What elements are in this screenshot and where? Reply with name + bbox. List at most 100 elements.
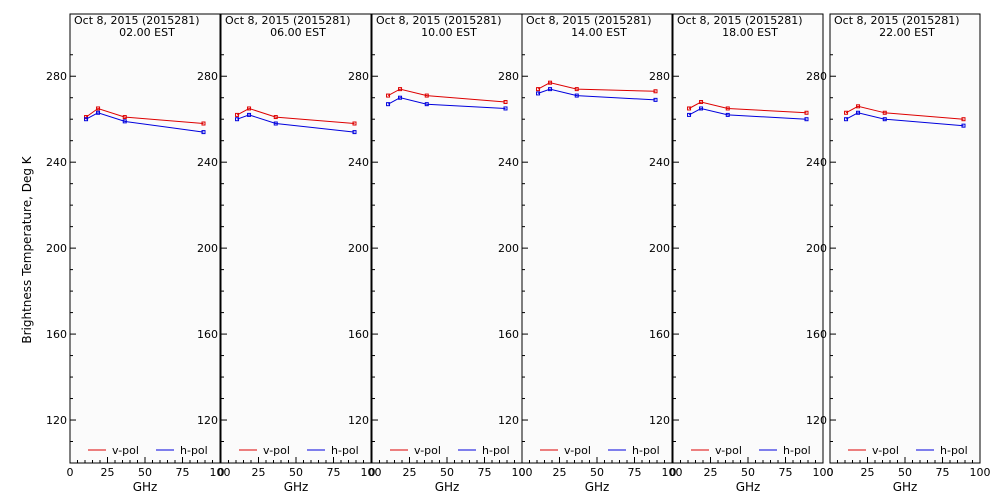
x-tick-label: 100 <box>361 466 382 479</box>
data-point-v-pol <box>235 112 240 117</box>
data-point-v-pol <box>687 106 692 111</box>
data-point-h-pol <box>247 112 252 117</box>
panel-3: Oct 8, 2015 (2015281)10.00 EST 120 160 200 2… <box>348 13 533 494</box>
data-point-v-pol <box>398 87 403 92</box>
data-point-h-pol <box>503 106 508 111</box>
data-point-h-pol <box>804 117 809 122</box>
x-tick-label: 0 <box>218 466 225 479</box>
x-tick-label: 75 <box>628 466 642 479</box>
data-point-h-pol <box>201 130 206 135</box>
data-point-v-pol <box>844 110 849 115</box>
panel-title-time: 02.00 EST <box>119 26 175 39</box>
x-tick-label: 50 <box>898 466 912 479</box>
x-tick-label: 0 <box>670 466 677 479</box>
x-tick-label: 0 <box>369 466 376 479</box>
legend-label: h-pol <box>632 444 660 457</box>
data-point-h-pol <box>574 93 579 98</box>
x-tick-label: 25 <box>704 466 718 479</box>
data-point-v-pol <box>804 110 809 115</box>
y-tick-label: 200 <box>498 242 519 255</box>
y-tick-label: 120 <box>197 414 218 427</box>
y-tick-label: 200 <box>806 242 827 255</box>
legend-label: h-pol <box>331 444 359 457</box>
y-tick-label: 160 <box>348 328 369 341</box>
series-line-h-pol <box>236 114 355 133</box>
panel-2: Oct 8, 2015 (2015281)06.00 EST 120 160 200 2… <box>197 13 382 494</box>
legend-label: v-pol <box>715 444 742 457</box>
data-point-h-pol <box>424 102 429 107</box>
data-point-h-pol <box>548 87 553 92</box>
series-line-v-pol <box>236 107 355 124</box>
x-tick-label: 25 <box>553 466 567 479</box>
legend-label: h-pol <box>783 444 811 457</box>
data-point-h-pol <box>536 91 541 96</box>
y-tick-label: 120 <box>649 414 670 427</box>
y-tick-label: 200 <box>46 242 67 255</box>
y-tick-label: 200 <box>348 242 369 255</box>
y-tick-label: 280 <box>649 70 670 83</box>
series-line-v-pol <box>85 107 204 124</box>
x-tick-label: 100 <box>970 466 991 479</box>
y-tick-label: 120 <box>46 414 67 427</box>
data-point-v-pol <box>273 115 278 120</box>
panel-title-time: 10.00 EST <box>421 26 477 39</box>
data-point-v-pol <box>699 100 704 105</box>
x-tick-label: 100 <box>813 466 834 479</box>
y-axis-label: Brightness Temperature, Deg K <box>20 155 34 343</box>
y-tick-label: 240 <box>197 156 218 169</box>
data-point-v-pol <box>352 121 357 126</box>
data-point-h-pol <box>386 102 391 107</box>
legend-label: h-pol <box>482 444 510 457</box>
x-tick-label: 100 <box>512 466 533 479</box>
series-line-h-pol <box>845 112 964 127</box>
data-point-v-pol <box>653 89 658 94</box>
legend-label: v-pol <box>263 444 290 457</box>
data-point-h-pol <box>84 117 89 122</box>
data-point-v-pol <box>961 117 966 122</box>
legend-label: h-pol <box>940 444 968 457</box>
data-point-v-pol <box>247 106 252 111</box>
data-point-h-pol <box>96 110 101 115</box>
y-tick-label: 120 <box>348 414 369 427</box>
y-tick-label: 160 <box>46 328 67 341</box>
plot-frame <box>69 13 221 464</box>
legend-label: v-pol <box>112 444 139 457</box>
series-line-v-pol <box>845 105 964 120</box>
data-point-h-pol <box>725 112 730 117</box>
panel-title-time: 14.00 EST <box>571 26 627 39</box>
panel-title-date: Oct 8, 2015 (2015281) <box>526 14 652 27</box>
data-point-v-pol <box>84 115 89 120</box>
panel-title-time: 18.00 EST <box>722 26 778 39</box>
data-point-h-pol <box>961 123 966 128</box>
y-tick-label: 200 <box>649 242 670 255</box>
data-point-v-pol <box>201 121 206 126</box>
data-point-v-pol <box>386 93 391 98</box>
data-point-h-pol <box>844 117 849 122</box>
series-line-h-pol <box>85 112 204 133</box>
panel-title-date: Oct 8, 2015 (2015281) <box>74 14 200 27</box>
y-tick-label: 160 <box>197 328 218 341</box>
panel-title-date: Oct 8, 2015 (2015281) <box>225 14 351 27</box>
y-tick-label: 120 <box>806 414 827 427</box>
data-point-v-pol <box>96 106 101 111</box>
x-axis-label: GHz <box>736 480 761 494</box>
panel-4: Oct 8, 2015 (2015281)14.00 EST 120 160 200 2… <box>498 13 683 494</box>
y-tick-label: 280 <box>197 70 218 83</box>
data-point-h-pol <box>122 119 127 124</box>
x-tick-label: 50 <box>590 466 604 479</box>
x-tick-label: 75 <box>327 466 341 479</box>
y-tick-label: 240 <box>46 156 67 169</box>
y-tick-label: 280 <box>46 70 67 83</box>
series-line-h-pol <box>387 97 506 109</box>
panel-title-time: 22.00 EST <box>879 26 935 39</box>
x-axis-label: GHz <box>585 480 610 494</box>
y-tick-label: 160 <box>498 328 519 341</box>
y-tick-label: 280 <box>806 70 827 83</box>
x-tick-label: 50 <box>440 466 454 479</box>
x-tick-label: 25 <box>252 466 266 479</box>
series-line-v-pol <box>387 88 506 103</box>
series-line-h-pol <box>688 107 807 120</box>
series-line-h-pol <box>537 88 656 101</box>
panel-1: Oct 8, 2015 (2015281)02.00 EST 120 160 200 2… <box>46 13 231 494</box>
